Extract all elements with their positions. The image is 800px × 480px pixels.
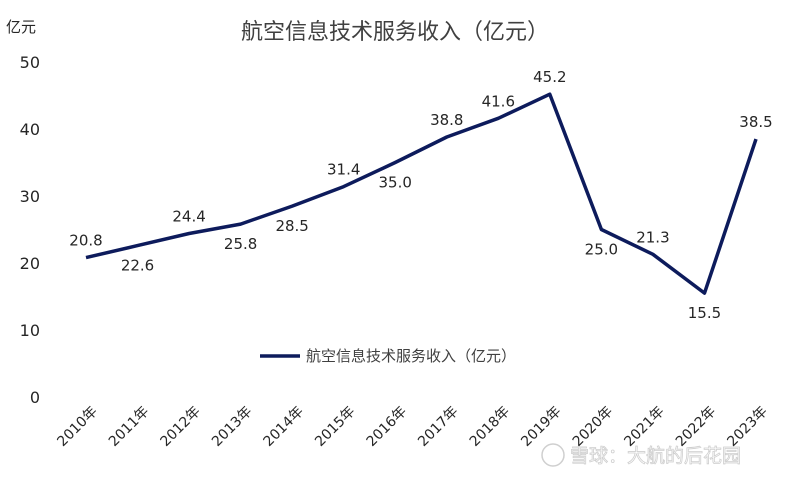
x-tick-label: 2023年	[724, 404, 770, 450]
x-tick-label: 2013年	[209, 404, 255, 450]
x-tick-label: 2011年	[106, 404, 152, 450]
x-tick-label: 2014年	[261, 404, 307, 450]
data-label: 22.6	[121, 257, 154, 275]
data-label: 28.5	[275, 217, 308, 235]
y-tick-label: 40	[20, 120, 40, 139]
series-line	[85, 92, 758, 295]
data-label: 45.2	[533, 68, 566, 86]
chart-title: 航空信息技术服务收入（亿元）	[241, 20, 549, 45]
x-tick-label: 2016年	[364, 404, 410, 450]
y-tick-label: 0	[30, 388, 40, 407]
data-label: 38.5	[739, 113, 772, 131]
data-label: 21.3	[636, 228, 669, 246]
x-tick-label: 2022年	[673, 404, 719, 450]
data-label: 25.8	[224, 235, 257, 253]
data-label: 24.4	[172, 208, 205, 226]
legend: 航空信息技术服务收入（亿元）	[260, 347, 516, 365]
snowball-logo-icon	[541, 443, 565, 467]
data-label: 41.6	[482, 92, 515, 110]
x-tick-label: 2019年	[518, 404, 564, 450]
y-axis-ticks: 0 10 20 30 40 50	[20, 53, 40, 407]
x-tick-label: 2020年	[570, 404, 616, 450]
data-label: 25.0	[585, 241, 618, 259]
data-label: 20.8	[69, 232, 102, 250]
x-tick-label: 2021年	[621, 404, 667, 450]
data-label: 15.5	[688, 304, 721, 322]
data-labels: 20.8 22.6 24.4 25.8 28.5 31.4 35.0 38.8 41.6 45.2…	[69, 68, 772, 322]
y-axis-unit-label: 亿元	[6, 18, 36, 36]
watermark: 雪球：大航的后花园	[541, 443, 741, 467]
y-tick-label: 10	[20, 321, 40, 340]
y-tick-label: 30	[20, 187, 40, 206]
x-tick-label: 2015年	[312, 404, 358, 450]
data-label: 35.0	[379, 174, 412, 192]
data-label: 31.4	[327, 161, 360, 179]
x-tick-label: 2017年	[415, 404, 461, 450]
x-axis-ticks: 2010年 2011年 2012年 2013年 2014年 2015年 2016年 2017年…	[54, 404, 770, 450]
x-tick-label: 2010年	[54, 404, 100, 450]
legend-label: 航空信息技术服务收入（亿元）	[306, 347, 516, 365]
watermark-text: 雪球：大航的后花园	[570, 445, 741, 467]
x-tick-label: 2018年	[467, 404, 513, 450]
x-tick-label: 2012年	[157, 404, 203, 450]
data-label: 38.8	[430, 111, 463, 129]
y-tick-label: 50	[20, 53, 40, 72]
y-tick-label: 20	[20, 254, 40, 273]
